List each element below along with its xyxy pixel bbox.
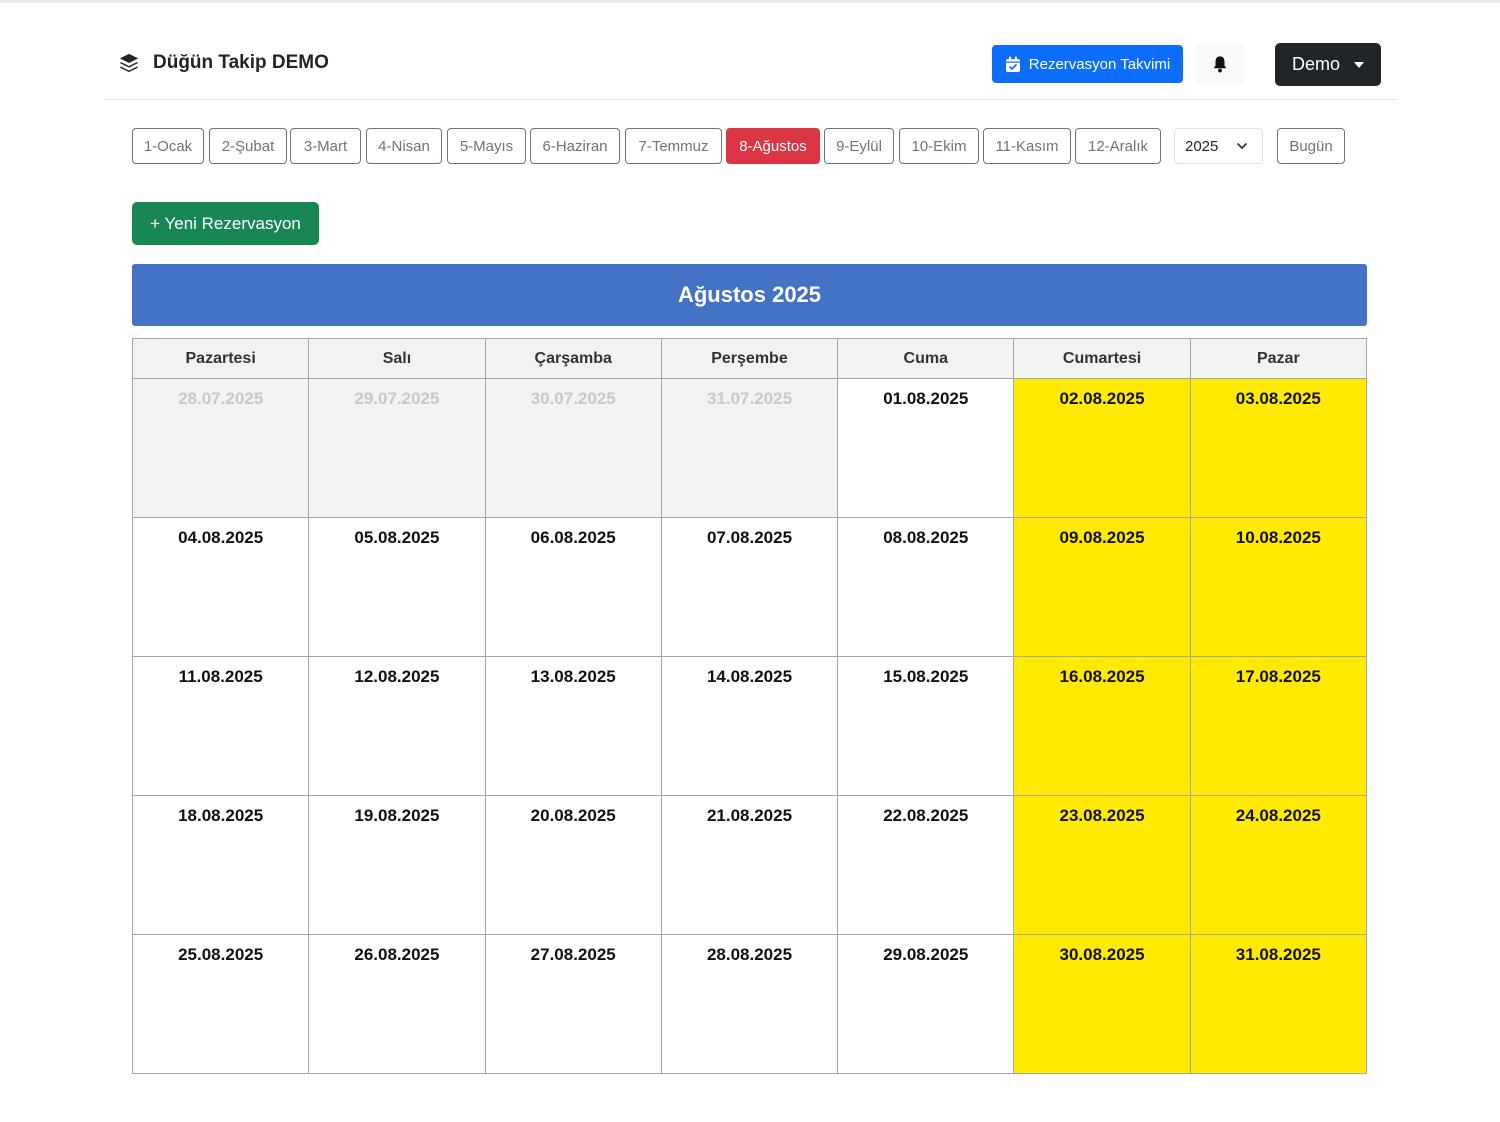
calendar-day-cell[interactable]: 29.07.2025 [308,378,486,518]
reservation-calendar-label: Rezervasyon Takvimi [1028,55,1171,73]
calendar-title: Ağustos 2025 [132,264,1367,326]
weekday-header-row: Pazartesi Salı Çarşamba Perşembe Cuma Cumarte… [131,338,1368,379]
reservation-calendar-button[interactable]: Rezervasyon Takvimi [992,45,1183,83]
month-button[interactable]: 5-Mayıs [447,128,526,164]
calendar-day-cell[interactable]: 17.08.2025 [1189,656,1368,796]
month-button[interactable]: 9-Eylül [824,128,894,164]
calendar-check-icon [1005,56,1020,72]
brand-title: Düğün Takip DEMO [153,52,329,73]
calendar-day-cell[interactable]: 18.08.2025 [131,795,310,935]
calendar-week-row: 11.08.2025 12.08.2025 13.08.2025 14.08.2025… [131,656,1368,796]
calendar-day-cell[interactable]: 02.08.2025 [1013,378,1191,518]
weekday-header: Cumartesi [1013,338,1191,379]
calendar-day-cell[interactable]: 26.08.2025 [308,934,486,1074]
calendar-day-cell[interactable]: 30.07.2025 [484,378,662,518]
month-button[interactable]: 8-Ağustos [726,128,820,164]
month-button[interactable]: 3-Mart [290,128,361,164]
notifications-button[interactable] [1196,43,1244,85]
calendar-day-cell[interactable]: 24.08.2025 [1189,795,1368,935]
month-button[interactable]: 2-Şubat [209,128,287,164]
calendar-day-cell[interactable]: 06.08.2025 [484,517,662,657]
calendar-day-cell[interactable]: 11.08.2025 [131,656,310,796]
calendar-day-cell[interactable]: 29.08.2025 [837,934,1015,1074]
navbar: Düğün Takip DEMO Rezervasyon Takvimi Dem… [104,30,1396,100]
calendar-day-cell[interactable]: 07.08.2025 [660,517,839,657]
calendar-day-cell[interactable]: 12.08.2025 [308,656,486,796]
calendar-day-cell[interactable]: 14.08.2025 [660,656,839,796]
calendar-day-cell[interactable]: 31.08.2025 [1189,934,1368,1074]
calendar-week-row: 25.08.2025 26.08.2025 27.08.2025 28.08.2025… [131,934,1368,1074]
layers-icon [119,53,139,73]
weekday-header: Çarşamba [484,338,662,379]
calendar-day-cell[interactable]: 22.08.2025 [837,795,1015,935]
calendar-week-row: 18.08.2025 19.08.2025 20.08.2025 21.08.2025… [131,795,1368,935]
calendar-day-cell[interactable]: 08.08.2025 [837,517,1015,657]
new-reservation-button[interactable]: + Yeni Rezervasyon [132,202,319,245]
month-button[interactable]: 4-Nisan [366,128,442,164]
calendar-day-cell[interactable]: 10.08.2025 [1189,517,1368,657]
calendar-day-cell[interactable]: 05.08.2025 [308,517,486,657]
user-menu-dropdown[interactable]: Demo [1275,43,1381,86]
month-button[interactable]: 11-Kasım [983,128,1071,164]
calendar-day-cell[interactable]: 13.08.2025 [484,656,662,796]
calendar-day-cell[interactable]: 15.08.2025 [837,656,1015,796]
calendar-day-cell[interactable]: 04.08.2025 [131,517,310,657]
calendar-week-row: 04.08.2025 05.08.2025 06.08.2025 07.08.2025… [131,517,1368,657]
weekday-header: Pazartesi [131,338,310,379]
top-border [0,0,1500,3]
weekday-header: Perşembe [660,338,839,379]
calendar-day-cell[interactable]: 25.08.2025 [131,934,310,1074]
year-value: 2025 [1185,137,1219,155]
calendar-grid: Pazartesi Salı Çarşamba Perşembe Cuma Cumarte… [131,338,1368,1074]
weekday-header: Salı [308,338,486,379]
calendar-day-cell[interactable]: 01.08.2025 [837,378,1015,518]
brand[interactable]: Düğün Takip DEMO [118,52,329,74]
calendar-day-cell[interactable]: 19.08.2025 [308,795,486,935]
caret-down-icon [1354,61,1364,68]
calendar-day-cell[interactable]: 30.08.2025 [1013,934,1191,1074]
today-button[interactable]: Bugün [1277,128,1345,164]
calendar-day-cell[interactable]: 31.07.2025 [660,378,839,518]
weekday-header: Cuma [837,338,1015,379]
calendar-week-row: 28.07.2025 29.07.2025 30.07.2025 31.07.2025… [131,378,1368,518]
weekday-header: Pazar [1189,338,1368,379]
month-button[interactable]: 12-Aralık [1075,128,1161,164]
month-button[interactable]: 1-Ocak [132,128,204,164]
year-select[interactable]: 2025 [1174,128,1263,164]
user-menu-label: Demo [1291,54,1340,74]
calendar-day-cell[interactable]: 28.08.2025 [660,934,839,1074]
bell-icon [1213,56,1227,73]
calendar-day-cell[interactable]: 27.08.2025 [484,934,662,1074]
calendar-day-cell[interactable]: 20.08.2025 [484,795,662,935]
calendar-day-cell[interactable]: 09.08.2025 [1013,517,1191,657]
calendar-day-cell[interactable]: 16.08.2025 [1013,656,1191,796]
chevron-down-icon [1236,142,1248,150]
month-button[interactable]: 6-Haziran [530,128,620,164]
calendar-day-cell[interactable]: 03.08.2025 [1189,378,1368,518]
month-button[interactable]: 10-Ekim [899,128,979,164]
calendar-day-cell[interactable]: 28.07.2025 [131,378,310,518]
calendar-day-cell[interactable]: 23.08.2025 [1013,795,1191,935]
calendar-day-cell[interactable]: 21.08.2025 [660,795,839,935]
month-button[interactable]: 7-Temmuz [625,128,722,164]
